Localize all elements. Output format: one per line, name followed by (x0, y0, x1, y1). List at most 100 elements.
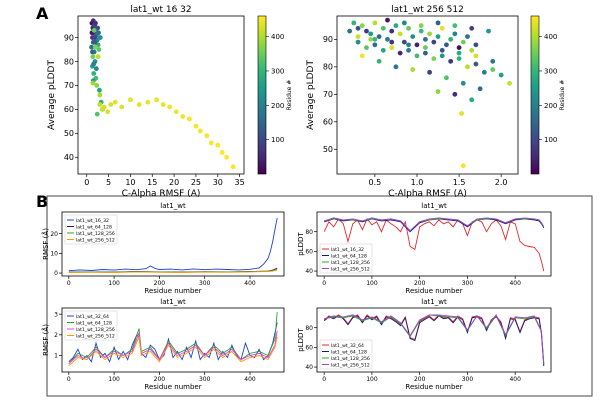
data-point (204, 133, 210, 139)
data-point (431, 39, 437, 45)
data-point (414, 42, 420, 48)
data-point (422, 45, 428, 50)
data-point (92, 35, 97, 40)
x-tick-label: 25 (191, 178, 201, 187)
series-line (323, 218, 545, 272)
plot-frame (77, 15, 245, 175)
data-point (452, 31, 458, 37)
data-point (89, 44, 94, 50)
data-point (427, 69, 433, 75)
chart-title: lat1_wt (421, 298, 447, 306)
data-point (490, 67, 496, 72)
x-tick-label: 5 (106, 178, 111, 187)
x-tick-label: 300 (462, 280, 474, 287)
data-point (414, 53, 420, 59)
data-point (219, 150, 225, 155)
x-tick-label: 0 (84, 178, 89, 187)
data-point (95, 54, 101, 60)
series-line (68, 330, 278, 365)
data-point (393, 64, 399, 70)
data-point (385, 17, 390, 23)
data-point (119, 104, 125, 110)
y-tick-label: 50 (323, 145, 333, 154)
x-tick-label: 100 (366, 376, 378, 383)
y-tick-label: 20 (50, 231, 58, 238)
data-point (180, 114, 186, 119)
data-point (418, 28, 424, 34)
y-tick-label: 40 (305, 364, 313, 371)
data-point (364, 45, 369, 50)
scatter-chart-1: 0 5 10 15 20 25 30 35 40 50 60 70 80 90 lat1_wt 16 32 C… (47, 5, 293, 199)
y-tick-label: 40 (64, 153, 74, 162)
data-point (96, 30, 101, 36)
data-point (465, 34, 470, 40)
data-point (97, 87, 102, 93)
data-point (435, 20, 441, 26)
data-point (393, 23, 399, 29)
data-point (380, 47, 386, 53)
y-tick-label: 1 (54, 353, 58, 360)
data-point (93, 66, 99, 72)
colorbar-tick-label: 400 (544, 33, 557, 41)
data-point (230, 164, 236, 170)
legend-label: lat1_wt_128_256 (76, 327, 115, 333)
x-tick-label: 35 (235, 178, 245, 187)
data-point (93, 44, 98, 50)
data-point (91, 71, 97, 76)
data-point (406, 47, 411, 53)
y-tick-label: 90 (323, 35, 333, 44)
data-point (372, 42, 378, 48)
data-point (368, 31, 374, 37)
data-point (401, 20, 407, 26)
data-point (145, 99, 151, 105)
data-point (376, 58, 382, 64)
y-tick-label: 10 (50, 250, 58, 257)
data-point (477, 86, 483, 92)
colorbar-tick-label: 400 (271, 33, 284, 41)
chart-title: lat1_wt (421, 202, 447, 210)
data-point (459, 111, 464, 116)
data-point (90, 54, 96, 60)
plot-frame (336, 15, 519, 175)
x-tick-label: 300 (462, 376, 474, 383)
data-point (92, 39, 98, 45)
y-tick-label: 40 (305, 268, 313, 275)
scatter-chart-2: 0.5 1.0 1.5 2.0 50 60 70 80 90 lat1_wt 256 512 C-A… (306, 5, 566, 199)
line-chart-plddt-2: 0 100 200 300 400 40 60 80 lat1_wt Residue number… (297, 298, 552, 391)
data-point (347, 28, 353, 34)
y-tick-label: 0 (54, 270, 58, 277)
data-point (389, 39, 395, 45)
data-point (96, 47, 102, 52)
data-point (418, 23, 424, 29)
y-tick-label: 90 (64, 33, 74, 42)
data-point (469, 97, 475, 103)
data-point (460, 39, 466, 45)
data-point (456, 56, 462, 61)
data-point (215, 142, 221, 148)
data-point (460, 80, 466, 86)
y-tick-label: 80 (305, 229, 313, 236)
y-tick-label: 60 (305, 344, 313, 351)
data-point (93, 20, 98, 26)
data-point (473, 42, 479, 48)
data-point (439, 53, 445, 59)
panel-b-frame (46, 195, 593, 397)
data-point (410, 34, 416, 40)
colorbar-tick-label: 100 (544, 136, 557, 144)
data-point (444, 75, 449, 81)
data-point (372, 20, 378, 26)
legend-label: lat1_wt_32_64 (331, 343, 364, 349)
data-point (397, 50, 403, 56)
data-point (90, 80, 96, 86)
data-point (97, 35, 103, 40)
data-point (490, 58, 496, 64)
x-tick-label: 0 (67, 280, 71, 287)
data-point (95, 25, 101, 31)
data-point (90, 49, 95, 55)
colorbar-label: Residue # (559, 80, 566, 111)
panel-label-a: A (36, 4, 49, 23)
data-point (112, 99, 118, 105)
legend-label: lat1_wt_64_128 (76, 224, 112, 230)
colorbar-tick-label: 300 (544, 67, 557, 75)
series-line (68, 269, 278, 273)
